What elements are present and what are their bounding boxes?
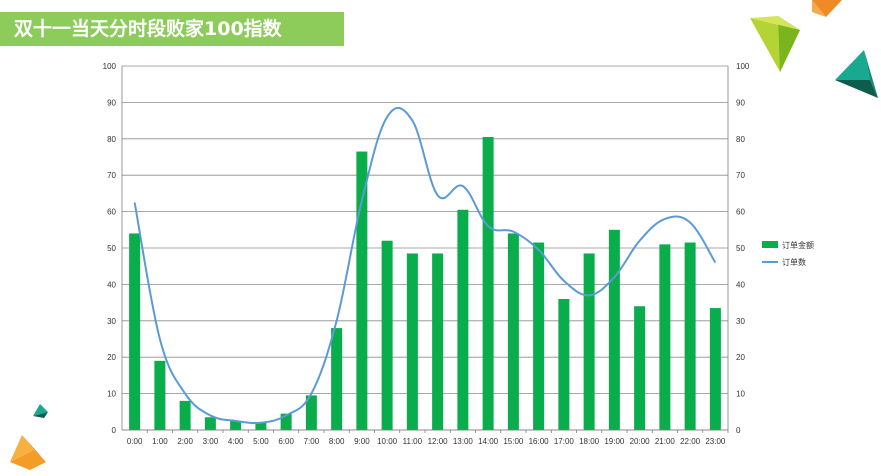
bar: [255, 422, 267, 430]
bar: [204, 417, 216, 430]
x-tick-label: 20:00: [630, 437, 651, 446]
x-tick-label: 23:00: [705, 437, 726, 446]
x-tick-label: 1:00: [152, 437, 168, 446]
bar: [406, 253, 418, 430]
bar: [533, 242, 545, 430]
bar: [684, 242, 696, 430]
y-right-tick-label: 30: [736, 317, 745, 326]
y-left-tick-label: 10: [107, 390, 116, 399]
bar: [129, 233, 141, 430]
y-right-tick-label: 100: [736, 62, 750, 71]
bar: [634, 306, 646, 430]
x-tick-label: 22:00: [680, 437, 701, 446]
y-left-tick-label: 30: [107, 317, 116, 326]
bar: [558, 298, 570, 430]
bar: [432, 253, 444, 430]
y-right-tick-label: 10: [736, 390, 745, 399]
x-tick-label: 10:00: [377, 437, 398, 446]
x-tick-label: 7:00: [304, 437, 320, 446]
bar: [659, 244, 671, 430]
page-title: 双十一当天分时段败家100指数: [14, 18, 282, 40]
y-right-tick-label: 20: [736, 353, 745, 362]
y-left-tick-label: 100: [103, 62, 117, 71]
bar: [457, 209, 469, 430]
x-tick-label: 21:00: [655, 437, 676, 446]
x-tick-label: 16:00: [529, 437, 550, 446]
bar: [305, 395, 317, 430]
axes: 0 10 20 30 40 50 60 70 80 90 100 0 10 20 30 40 50 60 70 80 9…: [103, 62, 750, 446]
y-left-tick-label: 60: [107, 208, 116, 217]
legend-label-bar: 订单金额: [782, 240, 814, 250]
legend-swatch-bar: [762, 241, 778, 248]
x-tick-label: 5:00: [253, 437, 269, 446]
bar: [608, 229, 620, 430]
bar: [280, 413, 292, 430]
y-right-tick-label: 40: [736, 280, 745, 289]
bar: [507, 233, 519, 430]
y-right-tick-label: 60: [736, 208, 745, 217]
x-tick-label: 11:00: [403, 437, 423, 446]
x-tick-label: 9:00: [354, 437, 370, 446]
x-tick-label: 3:00: [203, 437, 219, 446]
y-left-tick-label: 70: [107, 171, 116, 180]
x-tick-label: 12:00: [428, 437, 449, 446]
x-tick-label: 0:00: [127, 437, 143, 446]
line-order-count: [133, 107, 717, 425]
x-tick-label: 19:00: [604, 437, 625, 446]
x-tick-label: 15:00: [503, 437, 524, 446]
x-tick-label: 17:00: [554, 437, 575, 446]
x-tick-label: 14:00: [478, 437, 499, 446]
bar: [482, 136, 494, 431]
bar: [179, 400, 191, 430]
bar: [331, 328, 343, 430]
bar: [583, 253, 595, 430]
bar: [154, 360, 166, 430]
bar-series: [129, 136, 721, 431]
x-tick-label: 4:00: [228, 437, 244, 446]
bar: [230, 420, 242, 430]
x-tick-label: 18:00: [579, 437, 600, 446]
y-left-tick-label: 80: [107, 135, 116, 144]
y-right-tick-label: 70: [736, 171, 745, 180]
y-right-tick-label: 90: [736, 98, 745, 107]
x-tick-label: 8:00: [329, 437, 345, 446]
legend-label-line: 订单数: [782, 257, 806, 267]
line-series: [133, 107, 717, 425]
bar: [356, 151, 368, 431]
x-tick-label: 13:00: [453, 437, 474, 446]
bar: [381, 240, 393, 430]
bar: [709, 308, 721, 430]
y-left-tick-label: 0: [112, 426, 117, 435]
y-left-tick-label: 40: [107, 280, 116, 289]
title-banner: 双十一当天分时段败家100指数: [0, 12, 344, 46]
y-left-tick-label: 90: [107, 98, 116, 107]
y-left-tick-label: 50: [107, 244, 116, 253]
y-right-tick-label: 50: [736, 244, 745, 253]
x-tick-label: 6:00: [278, 437, 294, 446]
x-tick-label: 2:00: [177, 437, 193, 446]
y-left-tick-label: 20: [107, 353, 116, 362]
y-right-tick-label: 0: [736, 426, 741, 435]
y-right-tick-label: 80: [736, 135, 745, 144]
